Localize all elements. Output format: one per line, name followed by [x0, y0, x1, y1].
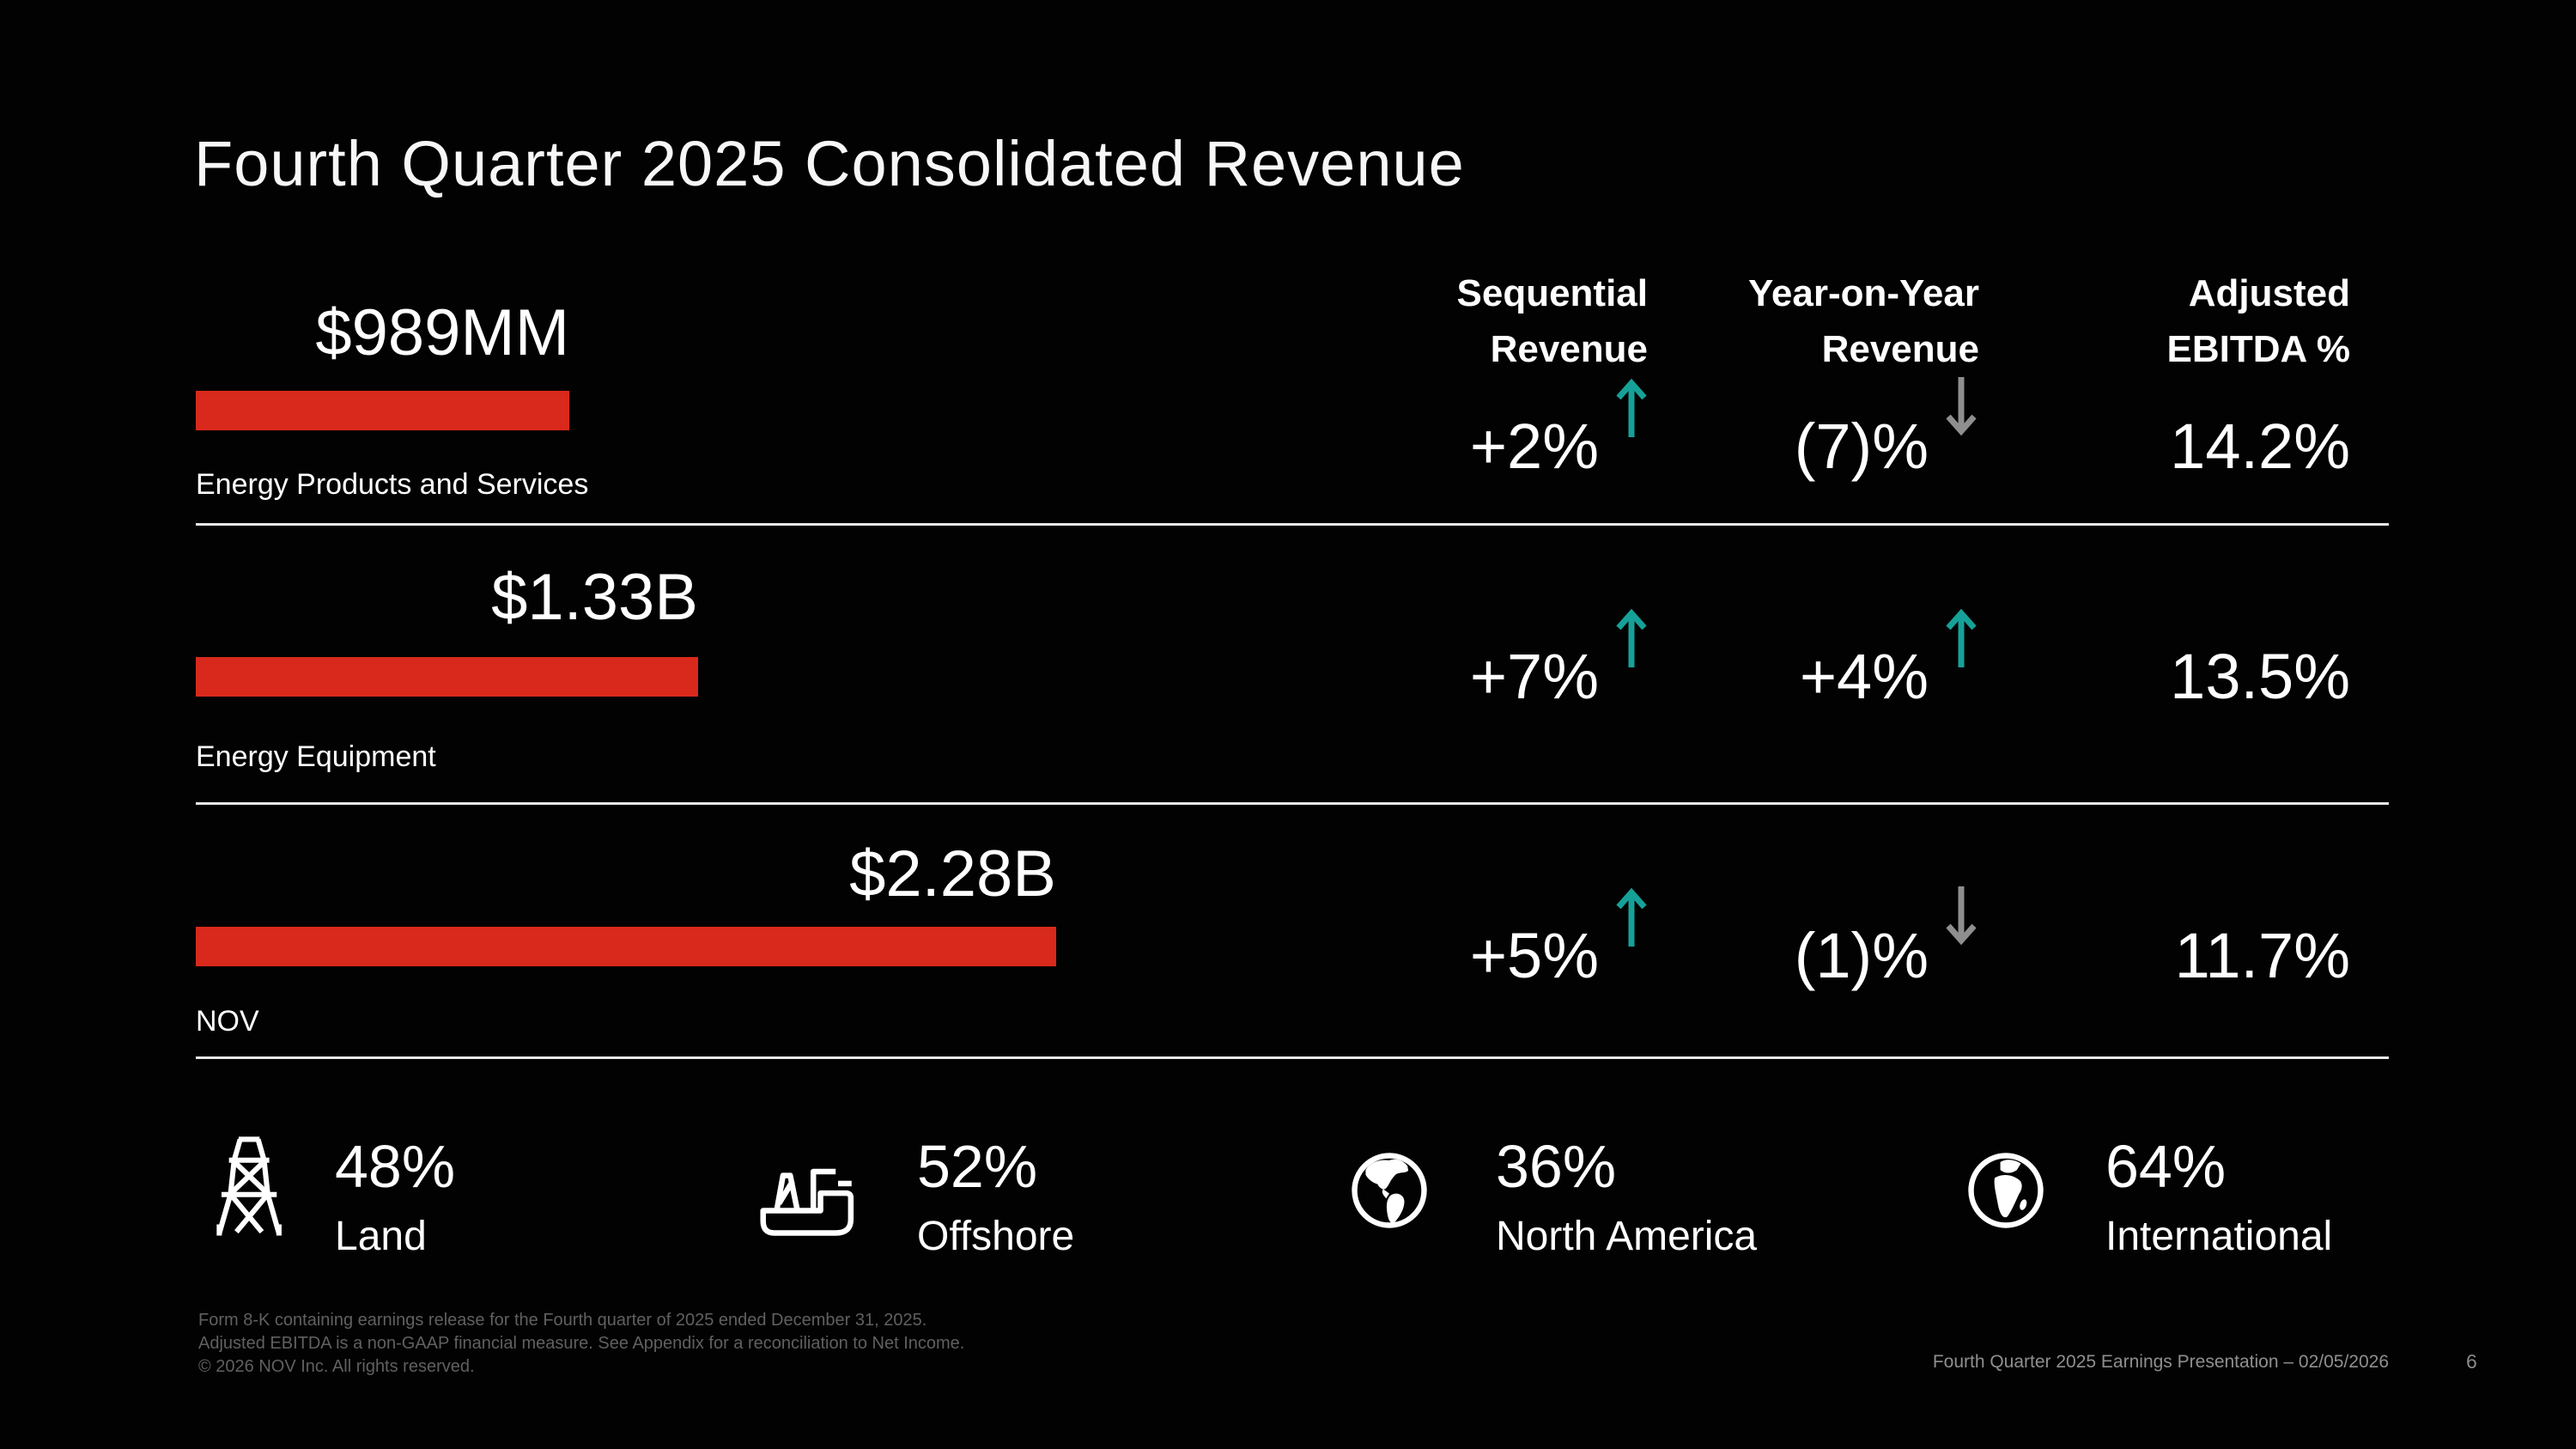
footnote-line: Adjusted EBITDA is a non-GAAP financial …: [198, 1334, 965, 1353]
offshore-percent: 52%: [917, 1133, 1038, 1200]
row-divider: [196, 1056, 2389, 1059]
ebitda-value: 13.5%: [2170, 641, 2350, 712]
yoy-revenue-cell: (7)%: [1465, 377, 1980, 482]
row-divider: [196, 802, 2389, 805]
footnote-line: Form 8-K containing earnings release for…: [198, 1311, 927, 1330]
yoy-revenue-value: (7)%: [1794, 411, 1929, 482]
international-percent: 64%: [2105, 1133, 2227, 1200]
footnote-line: © 2026 NOV Inc. All rights reserved.: [198, 1357, 475, 1376]
trend-arrow-icon: [1613, 885, 1650, 948]
globe-international-icon: [1966, 1151, 2045, 1234]
revenue-bar: [196, 657, 698, 697]
north-america-label: North America: [1496, 1214, 1758, 1259]
revenue-value-label: $1.33B: [491, 561, 698, 634]
segment-label: Energy Equipment: [196, 740, 436, 773]
drillship-icon: [752, 1149, 857, 1243]
land-percent: 48%: [335, 1133, 456, 1200]
column-header-adjusted-ebitda: Adjusted EBITDA %: [2166, 272, 2351, 370]
yoy-revenue-cell: (1)%: [1465, 886, 1980, 991]
segment-label: NOV: [196, 1005, 259, 1038]
revenue-value-label: $2.28B: [849, 837, 1056, 910]
metric-row: +2% (7)% 14.2%: [0, 377, 2576, 482]
metric-row: +7% +4% 13.5%: [0, 608, 2576, 712]
row-divider: [196, 523, 2389, 526]
column-header-year-on-year-revenue: Year-on-Year Revenue: [1747, 272, 1979, 370]
land-label: Land: [335, 1214, 427, 1259]
trend-arrow-icon: [1613, 606, 1650, 669]
trend-arrow-icon: [1942, 375, 1980, 439]
ebitda-cell: 11.7%: [1835, 906, 2350, 988]
revenue-bar: [196, 927, 1056, 966]
sequential-revenue-value: +7%: [1469, 641, 1599, 712]
ebitda-cell: 13.5%: [1835, 627, 2350, 709]
ebitda-cell: 14.2%: [1835, 397, 2350, 478]
sequential-revenue-value: +2%: [1469, 411, 1599, 482]
offshore-label: Offshore: [917, 1214, 1075, 1259]
sequential-revenue-cell: +5%: [1135, 887, 1650, 991]
north-america-percent: 36%: [1496, 1133, 1617, 1200]
trend-arrow-icon: [1942, 885, 1980, 948]
yoy-revenue-value: (1)%: [1794, 920, 1929, 991]
ebitda-value: 11.7%: [2174, 920, 2350, 991]
sequential-revenue-value: +5%: [1469, 920, 1599, 991]
trend-arrow-icon: [1942, 606, 1980, 669]
ebitda-value: 14.2%: [2170, 411, 2350, 482]
trend-arrow-icon: [1613, 375, 1650, 439]
yoy-revenue-value: +4%: [1799, 641, 1929, 712]
sequential-revenue-cell: +7%: [1135, 608, 1650, 712]
page-title: Fourth Quarter 2025 Consolidated Revenue: [194, 128, 1465, 199]
revenue-bar: [196, 391, 569, 430]
metric-row: +5% (1)% 11.7%: [0, 886, 2576, 991]
revenue-value-label: $989MM: [315, 296, 569, 369]
page-number: 6: [2466, 1350, 2477, 1373]
international-label: International: [2105, 1214, 2333, 1259]
sequential-revenue-cell: +2%: [1135, 378, 1650, 482]
yoy-revenue-cell: +4%: [1465, 608, 1980, 712]
column-header-sequential-revenue: Sequential Revenue: [1456, 272, 1649, 370]
derrick-icon: [210, 1130, 289, 1243]
globe-americas-icon: [1350, 1151, 1429, 1234]
presentation-footer: Fourth Quarter 2025 Earnings Presentatio…: [1932, 1352, 2389, 1372]
footnotes: Form 8-K containing earnings release for…: [198, 1309, 964, 1379]
segment-label: Energy Products and Services: [196, 468, 589, 501]
